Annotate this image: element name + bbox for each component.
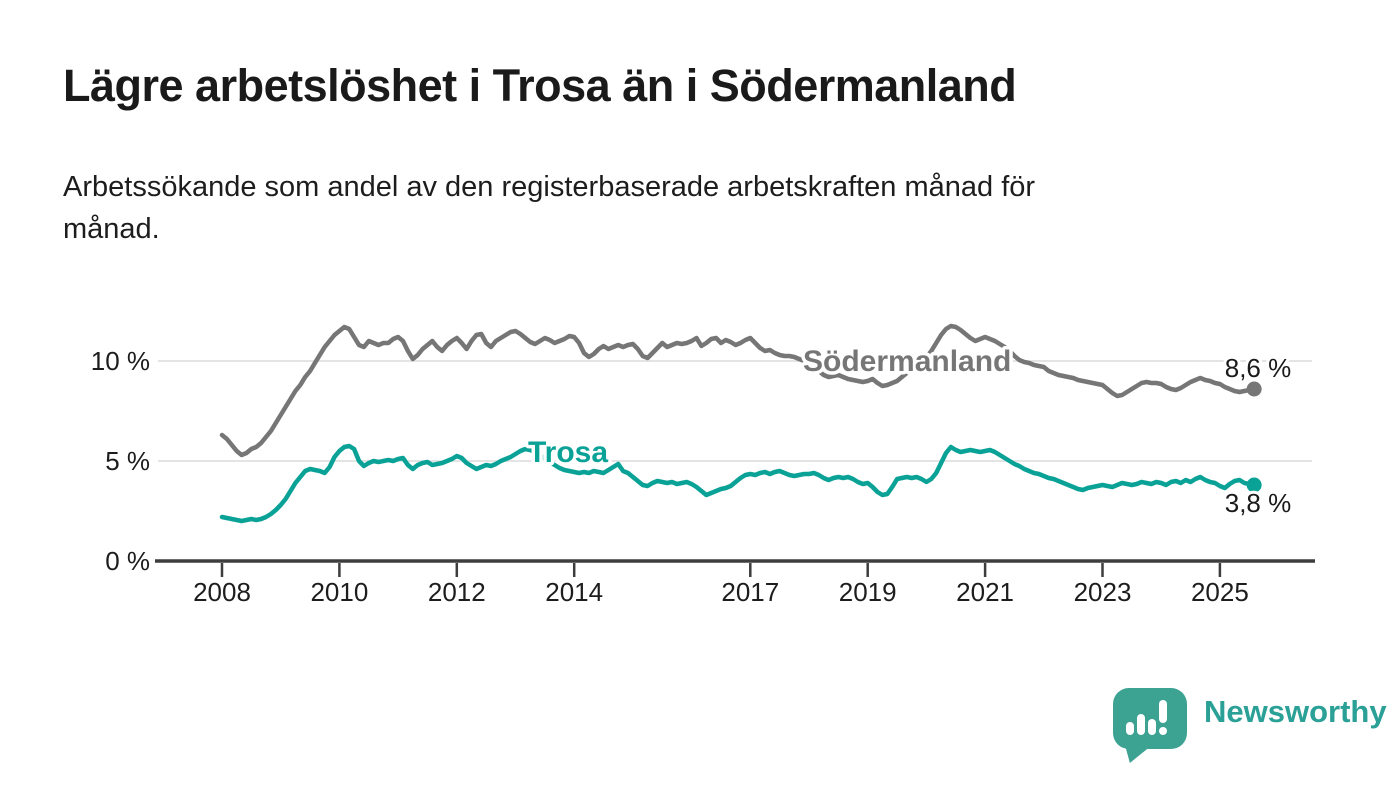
end-value-label-sodermanland: 8,6 % (1225, 353, 1292, 383)
newsworthy-logo: Newsworthy (1113, 688, 1387, 763)
x-tick-label: 2010 (310, 577, 368, 607)
subtitle-line-1: Arbetssökande som andel av den registerb… (63, 171, 1036, 203)
y-tick-label: 10 % (91, 346, 150, 376)
x-tick-label: 2023 (1074, 577, 1132, 607)
axis-layer: 2008 2010 2012 2014 2017 2019 2021 2023 2025 (155, 559, 1315, 607)
x-tick-label: 2012 (428, 577, 486, 607)
x-tick-label: 2019 (839, 577, 897, 607)
x-tick-label: 2008 (193, 577, 251, 607)
page-title: Lägre arbetslöshet i Trosa än i Söderman… (63, 60, 1017, 111)
logo-bar-2 (1137, 714, 1145, 735)
series-line-sodermanland (219, 323, 1257, 458)
series-label-sodermanland: Södermanland (803, 345, 1011, 378)
newsworthy-logo-icon (1113, 688, 1187, 763)
logo-bar-3 (1148, 719, 1156, 735)
series-layer (219, 323, 1262, 524)
newsworthy-wordmark: Newsworthy (1204, 694, 1387, 729)
x-tick-label: 2025 (1191, 577, 1249, 607)
logo-exclamation-bar (1159, 700, 1167, 723)
series-label-trosa: Trosa (528, 436, 608, 469)
x-tick-label: 2021 (956, 577, 1014, 607)
end-value-label-trosa: 3,8 % (1225, 488, 1292, 518)
series-end-dot-trosa (1246, 477, 1262, 493)
x-tick-label: 2014 (545, 577, 603, 607)
x-tick-label: 2017 (721, 577, 779, 607)
logo-bar-1 (1126, 722, 1134, 735)
y-tick-label: 5 % (105, 446, 150, 476)
logo-exclamation-dot (1159, 727, 1167, 735)
series-end-dot-sodermanland (1246, 381, 1262, 397)
y-tick-label: 0 % (105, 546, 150, 576)
gridlines-layer: 0 % 5 % 10 % (91, 346, 1312, 576)
chart-subtitle: Arbetssökande som andel av den registerb… (63, 166, 1035, 250)
series-line-trosa (219, 443, 1257, 524)
subtitle-line-2: månad. (63, 213, 160, 245)
